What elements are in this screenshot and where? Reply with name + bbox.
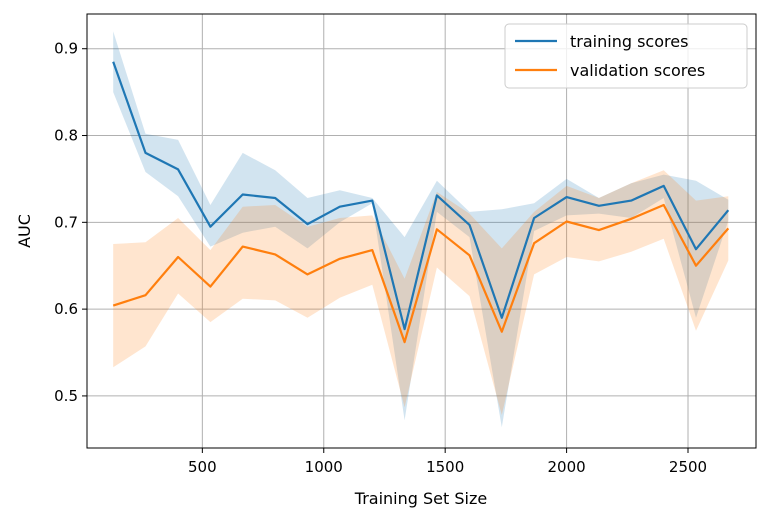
line-series-1 (112, 203, 730, 344)
x-tick-label: 2500 (669, 458, 707, 476)
series-lines (112, 61, 730, 344)
y-tick-label: 0.5 (54, 387, 78, 405)
line-series-0 (112, 61, 730, 331)
band-series-1 (113, 170, 729, 415)
y-axis-title: AUC (15, 214, 34, 248)
x-axis-title: Training Set Size (354, 489, 487, 508)
x-tick-label: 1000 (305, 458, 343, 476)
legend-box (504, 23, 748, 89)
x-tick-label: 1500 (426, 458, 464, 476)
y-tick-label: 0.7 (54, 213, 78, 231)
plot-frame (86, 13, 757, 449)
legend-label-training: training scores (570, 32, 688, 51)
legend: training scores validation scores (504, 23, 748, 89)
x-tick-label: 2000 (547, 458, 585, 476)
legend-label-validation: validation scores (570, 61, 705, 80)
x-axis-ticks: 500 1000 1500 2000 2500 (188, 448, 707, 476)
confidence-bands (113, 31, 729, 428)
band-series-0 (113, 31, 729, 428)
y-tick-label: 0.6 (54, 300, 78, 318)
y-tick-label: 0.9 (54, 40, 78, 58)
y-tick-label: 0.8 (54, 127, 78, 145)
y-axis-ticks: 0.5 0.6 0.7 0.8 0.9 (54, 40, 87, 405)
x-tick-label: 500 (188, 458, 217, 476)
